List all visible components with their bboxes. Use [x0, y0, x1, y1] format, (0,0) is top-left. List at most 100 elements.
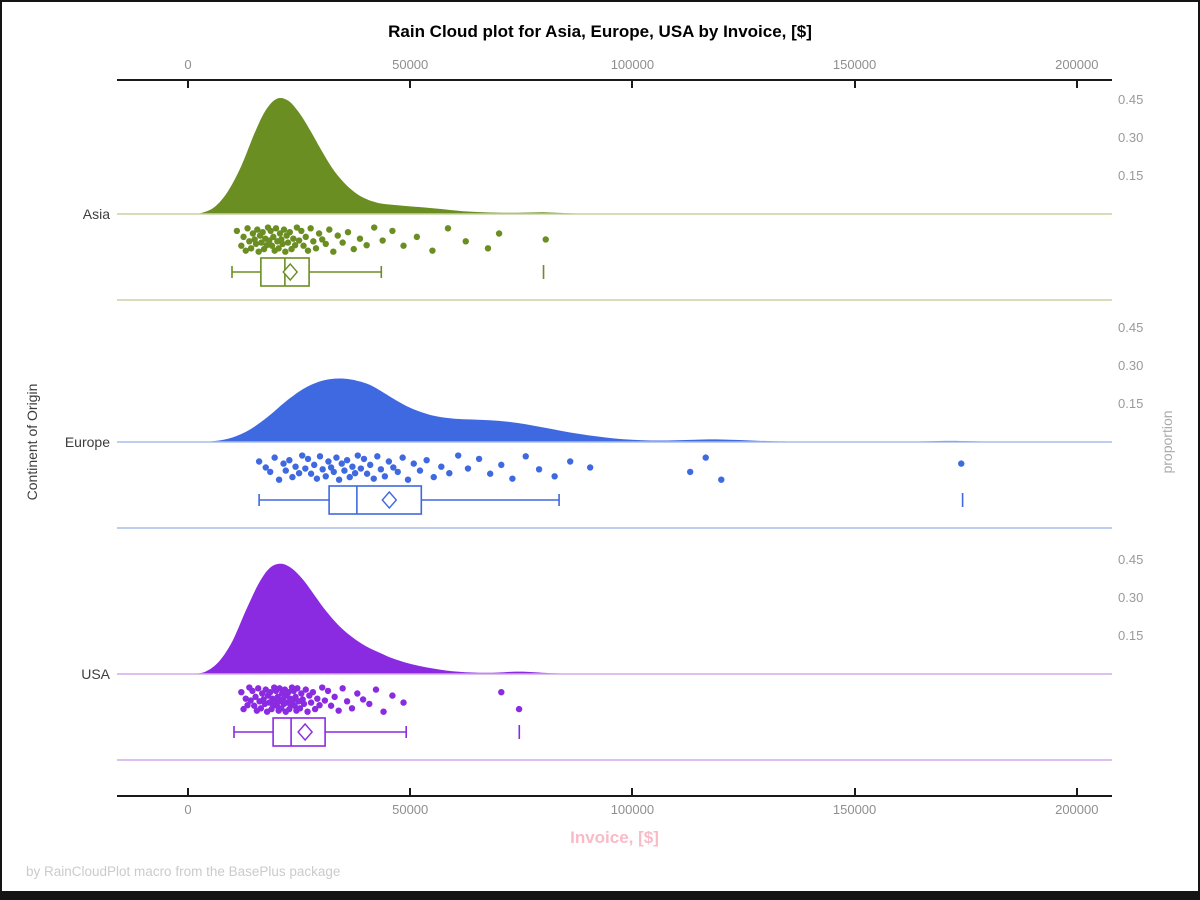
- data-point: [267, 227, 274, 235]
- data-point: [380, 708, 387, 715]
- data-point: [702, 454, 709, 461]
- data-point: [275, 245, 282, 252]
- proportion-tick-label: 0.15: [1118, 168, 1144, 183]
- data-point: [275, 476, 283, 483]
- data-point: [252, 693, 259, 701]
- footnote: by RainCloudPlot macro from the BasePlus…: [26, 864, 341, 879]
- data-point: [304, 455, 312, 463]
- data-point: [349, 463, 356, 470]
- top-x-tick-label: 150000: [832, 57, 877, 72]
- raincloud-band-usa: [117, 563, 1112, 761]
- data-point: [249, 230, 257, 237]
- data-point: [304, 247, 312, 254]
- density-curve: [196, 378, 1002, 442]
- data-point: [360, 455, 368, 463]
- data-point: [343, 457, 351, 464]
- top-x-tick-label: 0: [184, 57, 192, 72]
- data-point: [686, 468, 694, 476]
- bottom-x-tick: [631, 788, 634, 795]
- data-point: [322, 473, 329, 480]
- data-point: [325, 458, 332, 465]
- data-point: [718, 476, 725, 483]
- data-point: [509, 475, 516, 482]
- data-point: [238, 242, 245, 249]
- data-point: [263, 242, 270, 249]
- data-point: [289, 473, 296, 481]
- data-point: [357, 465, 365, 472]
- data-point: [255, 248, 262, 255]
- data-point: [292, 463, 299, 470]
- data-point: [299, 452, 306, 459]
- data-point: [324, 687, 332, 695]
- data-point: [495, 230, 503, 237]
- proportion-tick-label: 0.30: [1118, 358, 1144, 373]
- proportion-tick-label: 0.45: [1118, 552, 1144, 567]
- data-point: [316, 453, 324, 460]
- data-point: [298, 227, 305, 235]
- data-point: [462, 238, 469, 245]
- data-point: [272, 225, 280, 232]
- data-point: [295, 237, 303, 244]
- data-point: [341, 467, 348, 474]
- data-point: [296, 705, 304, 712]
- data-point: [240, 233, 247, 241]
- data-point: [348, 705, 356, 712]
- data-point: [374, 453, 381, 460]
- data-point: [363, 242, 370, 249]
- top-x-tick: [631, 81, 634, 88]
- data-point: [285, 689, 292, 696]
- data-point: [390, 464, 397, 471]
- data-point: [252, 240, 260, 248]
- data-point: [379, 237, 386, 244]
- data-point: [551, 473, 558, 480]
- raincloud-band-europe: [117, 378, 1112, 529]
- data-point: [542, 236, 549, 243]
- data-point: [282, 248, 289, 255]
- data-point: [339, 239, 346, 246]
- data-point: [307, 470, 315, 477]
- data-point: [247, 697, 254, 704]
- data-point: [344, 229, 352, 236]
- data-point: [484, 245, 492, 252]
- proportion-tick-label: 0.30: [1118, 590, 1144, 605]
- data-point: [522, 453, 529, 460]
- bottom-x-tick: [187, 788, 189, 795]
- data-point: [298, 690, 305, 697]
- top-x-tick-label: 200000: [1055, 57, 1099, 72]
- data-point: [276, 230, 284, 237]
- data-point: [244, 225, 251, 232]
- data-point: [251, 702, 258, 709]
- data-point: [515, 705, 523, 713]
- proportion-axis-title: proportion: [1159, 410, 1175, 474]
- bottom-x-tick-label: 150000: [832, 802, 877, 817]
- data-point: [363, 470, 371, 477]
- data-point: [330, 468, 337, 476]
- density-curve: [190, 97, 611, 214]
- data-point: [335, 476, 343, 483]
- data-point: [249, 687, 256, 695]
- data-point: [295, 470, 303, 477]
- data-point: [247, 245, 255, 252]
- top-x-tick-label: 50000: [392, 57, 429, 72]
- box-iqr: [328, 485, 423, 515]
- density-curve: [192, 563, 588, 674]
- data-point: [271, 454, 278, 461]
- proportion-tick-label: 0.45: [1118, 92, 1144, 107]
- data-point: [293, 224, 301, 231]
- data-point: [413, 233, 421, 241]
- data-point: [291, 702, 298, 709]
- data-point: [354, 690, 361, 697]
- data-point: [262, 464, 269, 471]
- data-point: [326, 226, 333, 233]
- data-point: [399, 454, 406, 461]
- data-point: [319, 466, 326, 473]
- data-point: [255, 458, 263, 465]
- data-point: [370, 475, 377, 482]
- data-point: [280, 226, 288, 233]
- data-point: [371, 224, 378, 231]
- data-point: [242, 695, 249, 702]
- data-point: [280, 460, 287, 467]
- bottom-x-axis-line: [117, 795, 1112, 797]
- data-point: [282, 467, 289, 474]
- data-point: [311, 705, 319, 713]
